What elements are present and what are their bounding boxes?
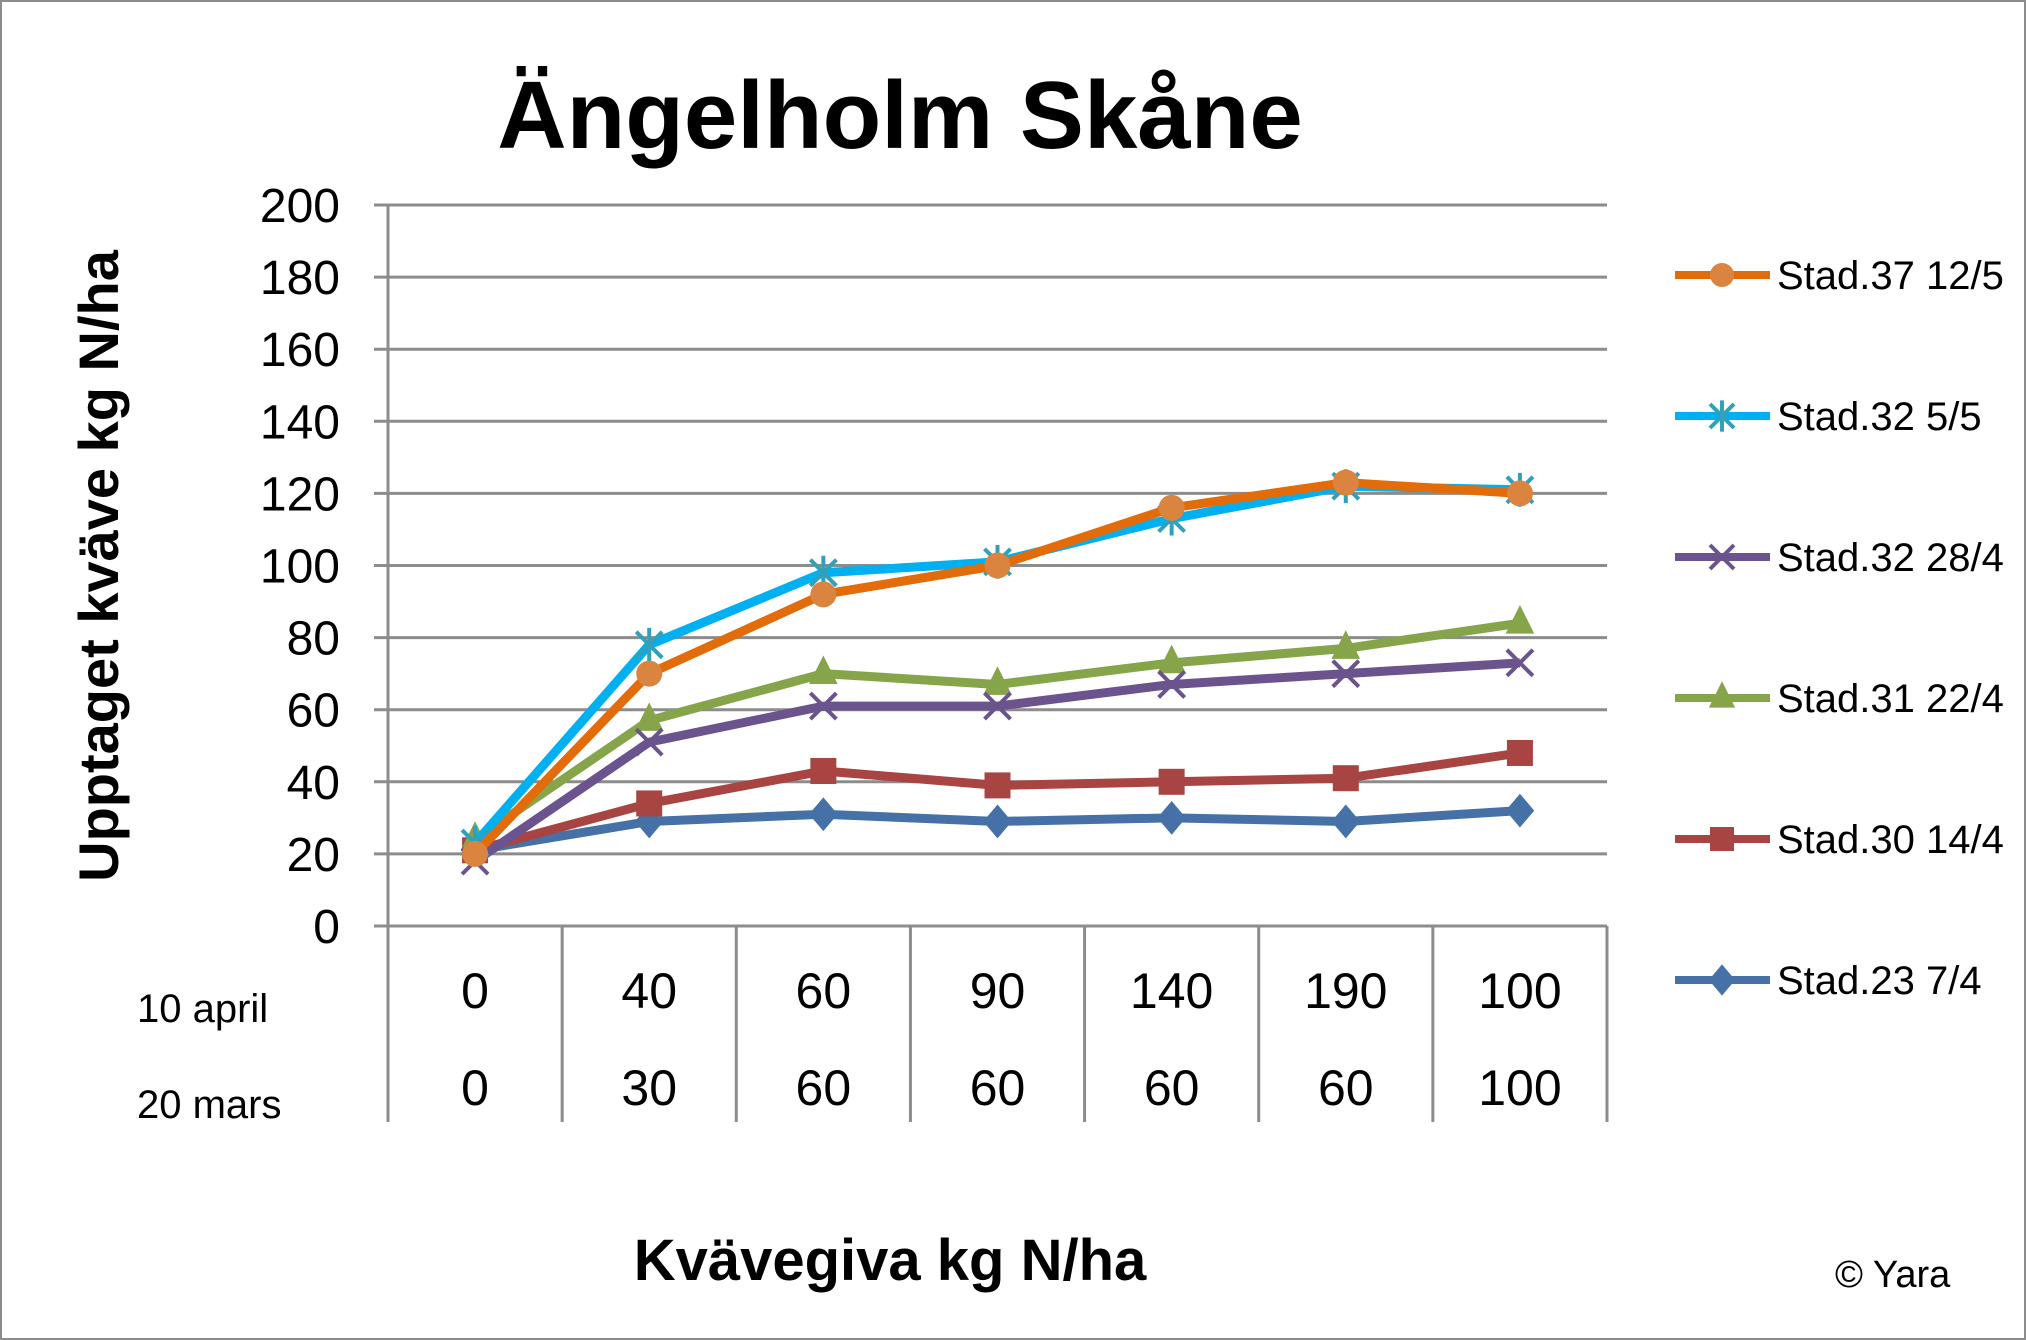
y-tick-labels: 0 20 40 60 80 100 120 140 160 180 200: [260, 180, 340, 954]
x-tick-label: 90: [970, 963, 1026, 1019]
x-marker: [1157, 670, 1187, 699]
category-row-label: 20 mars: [137, 1083, 282, 1127]
x-tick-label: 60: [1144, 1060, 1200, 1116]
legend-label: Stad.30 14/4: [1777, 818, 2004, 862]
chart-title: Ängelholm Skåne: [497, 62, 1303, 169]
diamond-marker: [809, 797, 838, 832]
x-tick-label: 140: [1130, 963, 1213, 1019]
x-marker: [634, 727, 664, 757]
circle-marker: [1332, 469, 1359, 496]
series-stad-23-7-4: [460, 793, 1535, 868]
legend-item: Stad.32 28/4: [1675, 536, 2004, 580]
category-table: 10 april 0 40 60 90 140 190 100 20 mars 0 30 60 60 60…: [137, 963, 1562, 1127]
diamond-marker: [1157, 800, 1186, 835]
diamond-marker: [1505, 793, 1535, 828]
x-marker: [1331, 659, 1361, 689]
square-marker: [1506, 739, 1533, 766]
square-marker: [1158, 768, 1185, 795]
triangle-marker: [1157, 644, 1186, 674]
circle-marker: [1158, 494, 1185, 521]
diamond-marker: [1331, 804, 1361, 839]
series-group: [460, 469, 1535, 876]
y-tick-label: 20: [287, 829, 340, 882]
x-tick-label: 60: [1318, 1060, 1374, 1116]
y-tick-label: 100: [260, 541, 340, 594]
triangle-marker: [1505, 604, 1535, 634]
legend-item: Stad.30 14/4: [1675, 818, 2004, 862]
x-tick-label: 190: [1304, 963, 1387, 1019]
x-tick-label: 100: [1478, 963, 1561, 1019]
x-tick-label: 30: [621, 1060, 677, 1116]
y-tick-label: 180: [260, 252, 340, 305]
circle-marker: [636, 660, 663, 687]
asterisk-marker: [1708, 400, 1736, 432]
x-tick-label: 60: [970, 1060, 1026, 1116]
category-row-label: 10 april: [137, 987, 268, 1031]
x-tick-label: 0: [461, 1060, 489, 1116]
legend-label: Stad.32 5/5: [1777, 395, 1982, 439]
y-axis-label: Upptaget kväve kg N/ha: [67, 249, 130, 882]
diamond-marker: [1708, 964, 1736, 996]
square-marker: [636, 790, 663, 817]
square-marker: [984, 772, 1011, 799]
y-tick-label: 140: [260, 396, 340, 449]
square-marker: [1710, 827, 1734, 851]
y-tick-label: 160: [260, 324, 340, 377]
triangle-marker: [809, 655, 838, 685]
y-tick-label: 40: [287, 757, 340, 810]
legend-item: Stad.32 5/5: [1675, 395, 1982, 439]
x-marker: [808, 691, 838, 721]
triangle-marker: [634, 702, 664, 731]
asterisk-marker: [634, 627, 664, 662]
x-tick-label: 0: [461, 963, 489, 1019]
square-marker: [1332, 765, 1359, 792]
y-tick-label: 80: [287, 613, 340, 666]
triangle-marker: [1331, 630, 1361, 659]
y-tick-label: 120: [260, 468, 340, 521]
legend-label: Stad.31 22/4: [1777, 677, 2004, 721]
circle-marker: [462, 840, 489, 867]
x-marker: [983, 691, 1012, 721]
x-tick-label: 60: [796, 963, 852, 1019]
gridlines: [374, 203, 1609, 1122]
x-marker: [1505, 648, 1535, 678]
legend-item: Stad.31 22/4: [1675, 677, 2004, 721]
circle-marker: [1710, 263, 1734, 287]
square-marker: [810, 757, 837, 784]
triangle-marker: [1708, 681, 1736, 708]
legend-item: Stad.37 12/5: [1675, 254, 2004, 298]
x-tick-label: 60: [796, 1060, 852, 1116]
triangle-marker: [983, 666, 1012, 695]
y-tick-label: 60: [287, 685, 340, 738]
x-marker: [1708, 543, 1736, 571]
series-stad-30-14-4: [462, 739, 1533, 864]
copyright-text: © Yara: [1835, 1254, 1951, 1296]
x-axis-label: Kvävegiva kg N/ha: [634, 1228, 1147, 1293]
circle-marker: [984, 552, 1011, 579]
circle-marker: [810, 581, 837, 608]
legend-label: Stad.37 12/5: [1777, 254, 2004, 298]
diamond-marker: [983, 804, 1012, 839]
x-tick-label: 40: [621, 963, 677, 1019]
series-stad-37-12-5: [462, 469, 1533, 867]
legend-label: Stad.23 7/4: [1777, 959, 1982, 1003]
series-stad-32-28-4: [460, 648, 1535, 876]
y-tick-label: 200: [260, 180, 340, 233]
legend: Stad.37 12/5 Stad.32 5/5 Stad.32 28/4 Stad.…: [1675, 254, 2004, 1003]
series-stad-32-5-5: [460, 469, 1535, 860]
circle-marker: [1506, 480, 1533, 507]
x-tick-label: 100: [1478, 1060, 1561, 1116]
legend-item: Stad.23 7/4: [1675, 959, 1982, 1003]
legend-label: Stad.32 28/4: [1777, 536, 2004, 580]
y-tick-label: 0: [313, 901, 340, 954]
